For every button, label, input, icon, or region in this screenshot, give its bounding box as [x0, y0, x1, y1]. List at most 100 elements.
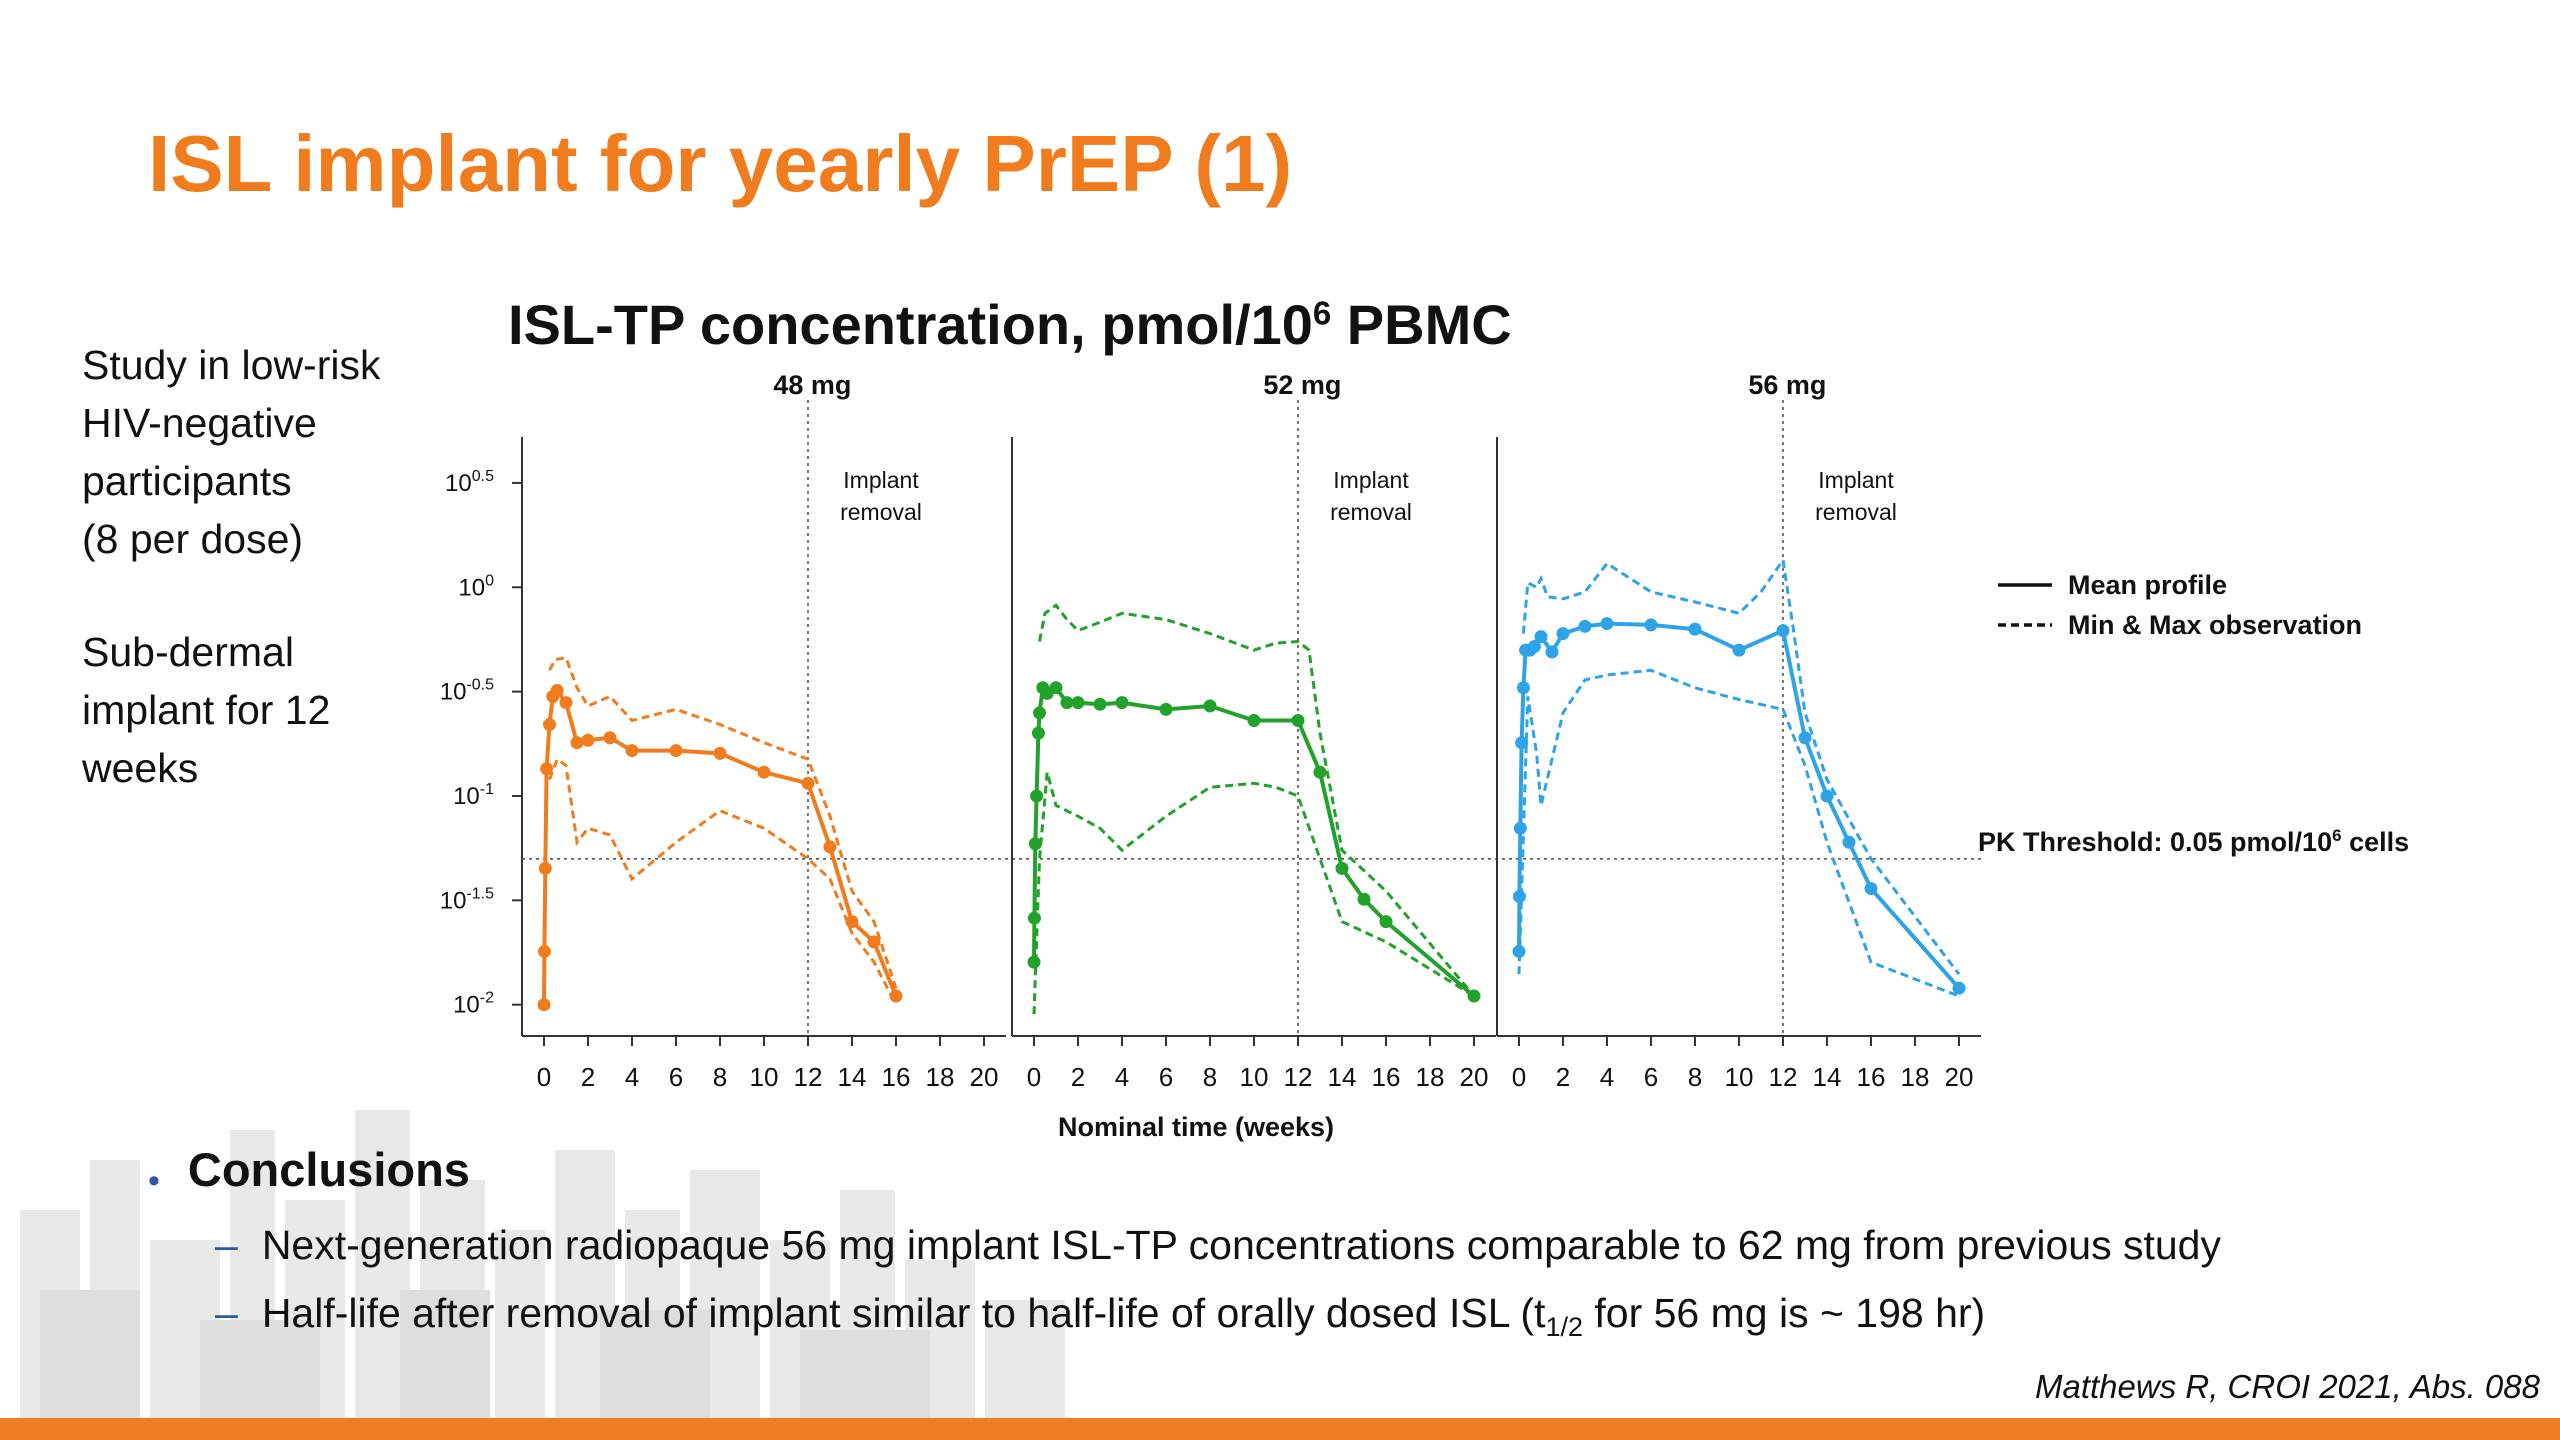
mean-data-point: [1578, 619, 1592, 633]
mean-data-point: [889, 989, 903, 1003]
min-observation-line: [1517, 668, 1960, 998]
implant-description: Sub-dermal implant for 12 weeks: [82, 623, 330, 797]
implant-description-line: weeks: [82, 745, 199, 791]
mean-data-point: [1027, 955, 1041, 969]
y-tick-label: 10-0.5: [440, 677, 494, 706]
x-tick-label: 2: [1071, 1062, 1085, 1092]
min-observation-line: [548, 756, 898, 1006]
x-tick-label: 8: [1203, 1062, 1217, 1092]
y-tick-label: 10-2: [453, 990, 494, 1019]
mean-data-point: [867, 935, 881, 949]
mean-data-point: [559, 696, 573, 710]
mean-data-point: [1033, 706, 1046, 720]
x-tick-label: 0: [1027, 1062, 1041, 1092]
max-observation-line: [548, 655, 898, 989]
x-axis-label: Nominal time (weeks): [1058, 1112, 1334, 1142]
y-tick-label: 10-1: [453, 781, 494, 810]
x-tick-label: 16: [882, 1062, 911, 1092]
chart-panel: 0 2 4 6 8 10 12 14 16 18 20 56 mg Implant removal: [1496, 370, 1981, 1092]
chart-title-exponent: 6: [1312, 294, 1332, 332]
x-tick-label: 18: [1416, 1062, 1445, 1092]
mean-data-point: [1071, 696, 1085, 710]
mean-data-point: [1842, 835, 1856, 849]
x-tick-label: 14: [1813, 1062, 1842, 1092]
mean-data-point: [1952, 981, 1966, 995]
mean-data-point: [1820, 789, 1834, 803]
implant-removal-label: Implant: [1818, 467, 1894, 493]
conclusions-heading-row: • Conclusions: [148, 1142, 470, 1201]
study-description-line: (8 per dose): [82, 516, 304, 562]
mean-data-point: [1159, 702, 1173, 716]
min-observation-line: [1032, 771, 1475, 1015]
mean-data-point: [1115, 696, 1129, 710]
x-tick-label: 0: [1512, 1062, 1526, 1092]
x-tick-label: 0: [537, 1062, 551, 1092]
mean-data-point: [1379, 915, 1393, 929]
citation: Matthews R, CROI 2021, Abs. 088: [2034, 1368, 2540, 1405]
mean-data-point: [1313, 765, 1327, 779]
dash-icon: –: [215, 1222, 238, 1268]
mean-data-point: [1864, 882, 1878, 896]
dash-icon: –: [215, 1290, 238, 1336]
mean-data-point: [1776, 624, 1790, 638]
panel-title: 56 mg: [1748, 370, 1826, 400]
mean-data-point: [1335, 861, 1349, 875]
mean-data-point: [537, 944, 551, 958]
implant-removal-label: removal: [1330, 499, 1412, 525]
mean-data-point: [1513, 821, 1527, 835]
x-tick-label: 6: [1644, 1062, 1658, 1092]
mean-data-point: [581, 733, 595, 747]
chart-panel: 0 2 4 6 8 10 12 14 16 18 20 48 mg Implant removal: [522, 370, 1006, 1092]
legend-label: Min & Max observation: [2068, 610, 2362, 640]
study-description-line: Study in low-risk: [82, 342, 381, 388]
panel-title: 52 mg: [1263, 370, 1341, 400]
x-tick-label: 14: [1328, 1062, 1357, 1092]
mean-data-point: [538, 861, 552, 875]
implant-description-line: implant for 12: [82, 687, 331, 733]
mean-data-point: [540, 762, 554, 776]
study-description-line: HIV-negative: [82, 400, 317, 446]
study-description: Study in low-risk HIV-negative participa…: [82, 336, 380, 568]
mean-profile-line: [542, 687, 898, 1005]
mean-data-point: [1291, 713, 1305, 727]
study-description-line: participants: [82, 458, 292, 504]
implant-removal-label: Implant: [843, 467, 919, 493]
mean-data-point: [550, 684, 564, 698]
panel-title: 48 mg: [773, 370, 851, 400]
mean-data-point: [543, 718, 556, 732]
half-life-subscript: 1/2: [1545, 1312, 1583, 1343]
mean-data-point: [1093, 697, 1107, 711]
slide-title: ISL implant for yearly PrEP (1): [148, 119, 1293, 208]
x-tick-label: 16: [1857, 1062, 1886, 1092]
mean-data-point: [1027, 911, 1041, 925]
mean-data-point: [1060, 696, 1074, 710]
pk-threshold-label: PK Threshold: 0.05 pmol/106 cells: [1978, 826, 2409, 857]
mean-data-point: [537, 998, 551, 1012]
mean-data-point: [570, 736, 584, 750]
x-tick-label: 4: [625, 1062, 639, 1092]
mean-profile-line: [1032, 682, 1476, 998]
x-tick-label: 10: [750, 1062, 779, 1092]
max-observation-line: [1521, 556, 1961, 976]
mean-data-point: [801, 776, 815, 790]
x-tick-label: 12: [1284, 1062, 1313, 1092]
mean-data-point: [1247, 713, 1261, 727]
x-tick-label: 20: [970, 1062, 999, 1092]
mean-data-point: [823, 840, 837, 854]
mean-data-point: [1600, 617, 1614, 631]
mean-data-point: [1357, 892, 1371, 906]
implant-removal-label: Implant: [1333, 467, 1409, 493]
mean-data-point: [1798, 731, 1812, 745]
x-tick-label: 18: [926, 1062, 955, 1092]
x-tick-label: 4: [1600, 1062, 1614, 1092]
x-tick-label: 6: [669, 1062, 683, 1092]
mean-data-point: [625, 744, 639, 758]
mean-data-point: [1556, 627, 1570, 641]
city-skyline-image: [20, 1110, 1065, 1420]
conclusion-item: – Next-generation radiopaque 56 mg implan…: [215, 1222, 2221, 1269]
implant-removal-label: removal: [1815, 499, 1897, 525]
mean-data-point: [1049, 681, 1063, 695]
mean-profile-line: [1517, 621, 1961, 990]
mean-data-point: [845, 915, 859, 929]
